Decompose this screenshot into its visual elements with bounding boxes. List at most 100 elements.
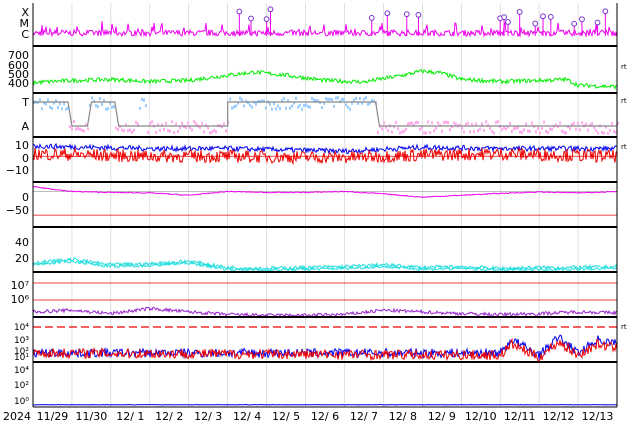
sector-away-point xyxy=(171,120,173,124)
sector-toward-point xyxy=(51,106,53,110)
y-tick-label: 40 xyxy=(15,236,29,249)
sector-away-point xyxy=(539,131,541,135)
flare-marker xyxy=(368,15,375,21)
x-tick-label: 12/10 xyxy=(465,410,497,423)
sector-away-point xyxy=(489,127,491,131)
flare-marker xyxy=(415,11,422,18)
x-tick-label: 12/11 xyxy=(504,410,536,423)
sector-away-point xyxy=(603,131,605,135)
sector-toward-point xyxy=(107,107,109,111)
sector-toward-point xyxy=(237,101,239,105)
flare-marker xyxy=(516,9,523,15)
y-tick-label: M xyxy=(20,17,30,30)
sector-away-point xyxy=(569,127,571,131)
sector-toward-point xyxy=(61,107,63,111)
flare-series xyxy=(32,21,618,38)
y-tick-label: 10 xyxy=(15,139,29,152)
flare-marker xyxy=(579,16,585,23)
sector-toward-point xyxy=(359,97,361,100)
sector-away-point xyxy=(561,129,563,133)
sector-away-point xyxy=(169,129,171,133)
sector-toward-point xyxy=(145,104,147,108)
sector-away-point xyxy=(607,131,609,135)
sector-away-point xyxy=(589,123,591,127)
sector-toward-point xyxy=(243,104,245,108)
sector-toward-point xyxy=(109,101,111,105)
sector-toward-point xyxy=(53,101,55,105)
sector-away-point xyxy=(179,126,181,130)
sector-away-point xyxy=(475,122,477,126)
sector-away-point xyxy=(615,131,617,135)
sector-toward-point xyxy=(233,105,235,109)
sector-toward-point xyxy=(263,99,265,103)
sector-away-point xyxy=(75,127,77,131)
sector-toward-point xyxy=(301,107,303,111)
sector-away-point xyxy=(407,122,409,126)
bt-series xyxy=(32,142,618,155)
sector-toward-point xyxy=(59,102,61,106)
sector-away-point xyxy=(557,125,559,129)
y-tick-label: 10¹ xyxy=(14,353,29,363)
sector-toward-point xyxy=(93,99,95,103)
sector-away-point xyxy=(473,130,475,134)
sector-away-point xyxy=(187,121,189,125)
sector-toward-point xyxy=(373,99,375,103)
ae-series-a xyxy=(32,256,618,272)
sector-toward-point xyxy=(269,102,271,106)
sector-toward-point xyxy=(341,97,343,101)
sector-away-point xyxy=(209,131,211,135)
sector-away-point xyxy=(417,121,419,124)
sector-away-point xyxy=(453,121,455,125)
sector-away-point xyxy=(463,130,465,134)
sector-away-point xyxy=(461,126,463,130)
sector-toward-point xyxy=(101,103,103,106)
sector-away-point xyxy=(129,128,131,132)
sector-toward-point xyxy=(325,97,327,101)
sector-away-point xyxy=(531,121,533,125)
year-label: 2024 xyxy=(3,410,31,423)
sector-away-point xyxy=(585,122,587,126)
sector-toward-point xyxy=(105,107,107,111)
flare-marker xyxy=(267,6,274,13)
sector-toward-point xyxy=(97,105,99,109)
sector-away-point xyxy=(225,129,227,133)
sector-away-point xyxy=(501,128,503,132)
sector-toward-point xyxy=(39,98,41,102)
sector-toward-point xyxy=(63,102,65,106)
grid-layer xyxy=(32,3,618,407)
sector-toward-point xyxy=(285,106,287,110)
sector-away-point xyxy=(115,126,117,130)
sector-away-point xyxy=(397,127,399,131)
x-tick-label: 12/ 6 xyxy=(311,410,339,423)
y-tick-label: 10⁶ xyxy=(11,293,30,306)
dst-series xyxy=(32,185,618,199)
y-tick-label: 10⁴ xyxy=(14,366,29,376)
sector-toward-point xyxy=(249,103,251,107)
sector-toward-point xyxy=(241,98,243,102)
sector-away-point xyxy=(401,130,403,134)
y-tick-label: 10² xyxy=(14,381,29,391)
sector-away-point xyxy=(131,131,133,134)
sector-away-point xyxy=(543,120,545,124)
sector-away-point xyxy=(597,131,599,135)
ae-series-b xyxy=(32,259,618,272)
sector-away-point xyxy=(485,120,487,124)
sector-away-point xyxy=(551,128,553,132)
sector-away-point xyxy=(579,128,581,132)
sector-toward-point xyxy=(277,104,279,108)
sector-away-point xyxy=(491,130,493,134)
sector-away-point xyxy=(441,129,443,133)
sector-toward-point xyxy=(281,99,283,103)
sector-toward-point xyxy=(89,103,91,107)
sector-away-point xyxy=(565,131,567,135)
sector-away-point xyxy=(423,131,425,135)
flare-marker xyxy=(501,14,507,21)
sector-away-point xyxy=(575,127,577,131)
sector-toward-point xyxy=(327,97,329,101)
sector-toward-point xyxy=(311,96,313,100)
y-tick-label: 10⁰ xyxy=(14,397,29,407)
sector-away-point xyxy=(377,131,379,135)
sector-away-point xyxy=(529,129,531,133)
sector-away-point xyxy=(555,123,557,127)
